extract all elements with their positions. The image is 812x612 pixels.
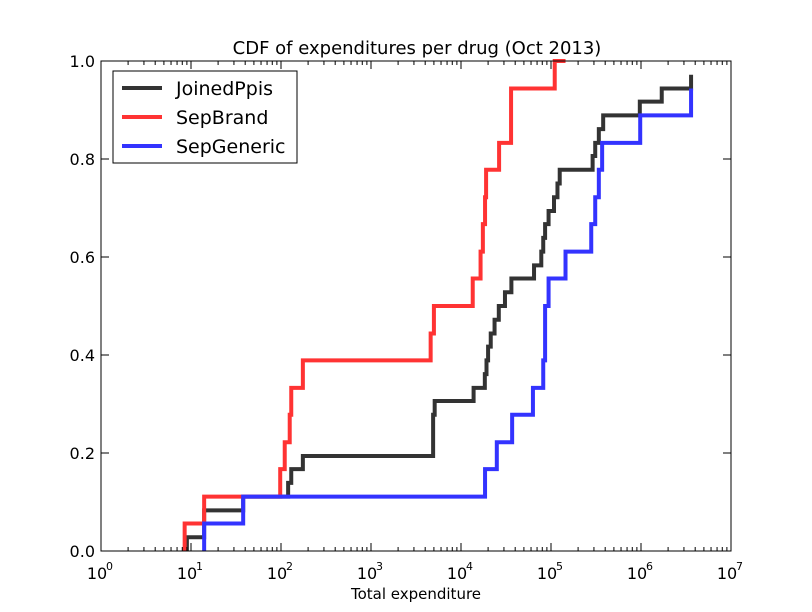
legend: JoinedPpis SepBrand SepGeneric xyxy=(112,70,298,164)
legend-label: JoinedPpis xyxy=(175,78,273,100)
y-tick-label: 0.4 xyxy=(70,346,95,365)
x-tick-label-exponent: 2 xyxy=(286,560,293,573)
series-line-sepgeneric xyxy=(202,88,694,551)
series-line-joinedppis xyxy=(184,74,694,551)
x-tick-label: 106 xyxy=(627,560,653,583)
legend-label: SepBrand xyxy=(176,107,268,129)
x-tick-label-base: 10 xyxy=(87,564,107,583)
x-tick-label-base: 10 xyxy=(627,564,647,583)
x-tick-label-base: 10 xyxy=(717,564,737,583)
x-tick-label-exponent: 3 xyxy=(376,560,383,573)
x-tick-label-exponent: 6 xyxy=(646,560,653,573)
legend-label: SepGeneric xyxy=(176,136,286,158)
legend-item: JoinedPpis xyxy=(122,78,273,100)
legend-item: SepGeneric xyxy=(122,136,286,158)
x-tick-label: 103 xyxy=(357,560,383,583)
x-tick-label: 105 xyxy=(537,560,563,583)
legend-item: SepBrand xyxy=(122,107,268,129)
x-tick-label-exponent: 5 xyxy=(556,560,563,573)
x-tick-label: 104 xyxy=(447,560,473,583)
x-tick-label-exponent: 4 xyxy=(466,560,473,573)
x-tick-label: 101 xyxy=(177,560,203,583)
x-tick-label: 100 xyxy=(87,560,113,583)
x-tick-label-exponent: 7 xyxy=(736,560,743,573)
chart-title: CDF of expenditures per drug (Oct 2013) xyxy=(233,38,602,59)
series-line-sepbrand xyxy=(182,59,566,551)
x-tick-label-base: 10 xyxy=(537,564,557,583)
x-tick-label-base: 10 xyxy=(267,564,287,583)
x-tick-label: 107 xyxy=(717,560,743,583)
x-tick-label-exponent: 1 xyxy=(196,560,203,573)
series-layer xyxy=(182,59,694,551)
x-tick-label-exponent: 0 xyxy=(106,560,113,573)
x-axis-label: Total expenditure xyxy=(350,585,481,603)
y-tick-label: 0.6 xyxy=(70,248,95,267)
y-tick-label: 1.0 xyxy=(70,52,95,71)
y-tick-label: 0.8 xyxy=(70,150,95,169)
x-tick-label-base: 10 xyxy=(447,564,467,583)
x-tick-label-base: 10 xyxy=(177,564,197,583)
y-tick-label: 0.0 xyxy=(70,542,95,561)
x-tick-label: 102 xyxy=(267,560,293,583)
ticks-layer: 100 101 102 103 104 105 106 1070.00.20.40.60.81… xyxy=(70,52,743,583)
y-tick-label: 0.2 xyxy=(70,444,95,463)
x-tick-label-base: 10 xyxy=(357,564,377,583)
plot-frame xyxy=(100,60,732,552)
